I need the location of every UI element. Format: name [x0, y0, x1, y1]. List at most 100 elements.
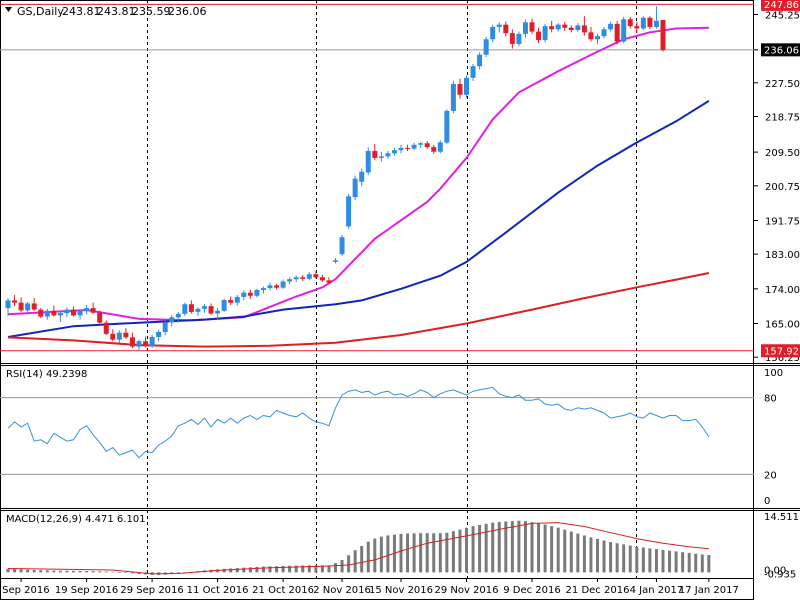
candle-body [12, 300, 18, 303]
macd-bar [510, 521, 514, 573]
candle [228, 296, 234, 306]
macd-bar [307, 565, 311, 573]
macd-bar [281, 565, 285, 573]
candle [221, 298, 227, 312]
candle [522, 19, 528, 38]
low-price-marker-label: 157.92 [764, 346, 799, 357]
candle-body [162, 322, 168, 332]
candle-body [77, 311, 83, 316]
candle-body [129, 337, 135, 347]
macd-bar [641, 547, 645, 573]
candle-body [536, 31, 542, 41]
candle [234, 294, 240, 306]
candle [568, 25, 574, 33]
macd-bar [419, 533, 423, 573]
macd-bar [45, 570, 49, 573]
candle-body [90, 308, 96, 313]
candle-body [267, 285, 273, 289]
rsi-tick-100: 100 [764, 368, 783, 379]
macd-bar [13, 569, 17, 573]
macd-bar [648, 548, 652, 573]
candle [64, 307, 70, 318]
candle [156, 329, 162, 342]
candle [129, 332, 135, 349]
macd-bar [687, 552, 691, 573]
candle-body [103, 322, 109, 334]
candle [621, 16, 627, 44]
candle-body [483, 39, 489, 55]
candle-body [457, 83, 463, 95]
macd-bar [104, 571, 108, 573]
candle [169, 315, 175, 327]
candle-body [608, 23, 614, 30]
date-tick-label: 11 Oct 2016 [187, 585, 249, 596]
candle-body [464, 77, 469, 95]
macd-bar [484, 523, 488, 573]
candle [57, 311, 63, 322]
macd-bar [530, 522, 534, 573]
macd-bar [458, 529, 462, 573]
macd-bar [445, 532, 449, 573]
dropdown-arrow-icon[interactable] [5, 7, 12, 12]
candle [149, 335, 155, 349]
candle [640, 16, 646, 31]
candle [575, 23, 581, 32]
close-value: 236.06 [168, 5, 207, 18]
candle-body [339, 237, 345, 255]
candle-body [274, 285, 280, 288]
macd-bar [117, 572, 121, 573]
candle [424, 140, 430, 149]
macd-bar [628, 545, 632, 573]
candle [267, 282, 273, 291]
macd-bar [242, 567, 246, 573]
candle [71, 306, 76, 317]
candle-body [503, 24, 509, 34]
candle [84, 305, 90, 315]
macd-bar [6, 568, 10, 573]
candle-body [385, 153, 391, 157]
candle [555, 23, 561, 32]
macd-bar [674, 551, 678, 573]
macd-bar [78, 570, 82, 573]
candle-body [202, 306, 207, 309]
macd-bar [386, 535, 390, 573]
symbol-label: GS,Daily [17, 5, 64, 18]
candle [634, 21, 640, 34]
candle-body [621, 19, 627, 42]
candle [280, 279, 286, 289]
candle-body [169, 317, 175, 323]
candle-body [306, 274, 312, 279]
candle-body [444, 110, 450, 143]
macd-bar [301, 565, 305, 573]
high-price-marker [761, 0, 800, 11]
candle-body [143, 341, 149, 347]
candle [601, 26, 607, 39]
candle-body [5, 300, 11, 309]
macd-bar [91, 571, 95, 573]
candle-body [627, 19, 633, 27]
candle-body [490, 26, 496, 40]
candle-body [221, 299, 227, 311]
macd-bar [366, 541, 370, 573]
candle-body [378, 156, 384, 158]
candle-body [333, 260, 338, 262]
candle [509, 29, 515, 49]
macd-bar [275, 566, 279, 573]
macd-tick-zero: 0.00 [764, 565, 786, 576]
candle [202, 304, 207, 313]
candle [247, 289, 253, 299]
candle [195, 307, 201, 316]
price-tick-label: 183.00 [765, 250, 800, 261]
candle [503, 21, 509, 37]
macd-bar [72, 570, 75, 573]
candle [391, 147, 397, 156]
candle-body [71, 309, 76, 316]
candle [542, 23, 548, 43]
candle-body [195, 308, 201, 312]
candle-body [470, 66, 476, 78]
period-separators [147, 0, 637, 578]
macd-bar [58, 570, 62, 573]
candle-body [136, 341, 142, 347]
macd-bar [294, 565, 298, 573]
